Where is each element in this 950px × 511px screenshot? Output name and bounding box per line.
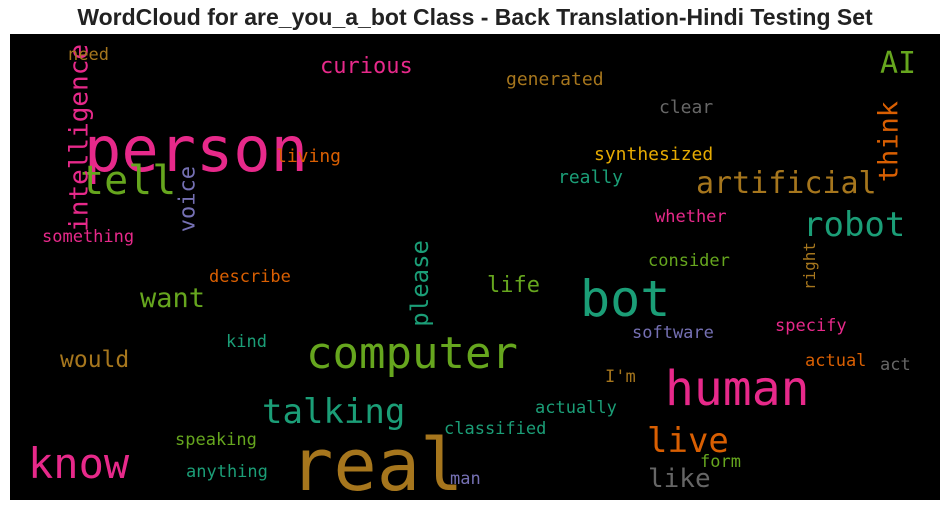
word-think: think	[873, 101, 904, 182]
word-right: right	[800, 242, 819, 290]
word-software: software	[632, 323, 714, 343]
word-describe: describe	[209, 267, 291, 287]
word-actually: actually	[535, 398, 617, 418]
word-whether: whether	[655, 207, 727, 227]
word-anything: anything	[186, 462, 268, 482]
word-want: want	[140, 283, 205, 314]
word-curious: curious	[320, 54, 413, 79]
wordcloud-svg: real person bot human computer know tell robot t…	[28, 44, 916, 500]
word-need: need	[68, 45, 109, 65]
word-synthesized: synthesized	[594, 144, 713, 165]
word-know: know	[28, 439, 130, 488]
word-man: man	[450, 469, 481, 489]
word-consider: consider	[648, 251, 730, 271]
word-please: please	[406, 240, 434, 327]
word-kind: kind	[226, 332, 267, 352]
word-voice: voice	[176, 166, 201, 232]
word-living: living	[276, 146, 341, 167]
word-really: really	[558, 167, 623, 188]
word-speaking: speaking	[175, 430, 257, 450]
word-life: life	[487, 273, 540, 298]
word-tell: tell	[80, 158, 176, 204]
word-live: live	[647, 421, 729, 461]
word-real: real	[290, 423, 463, 500]
word-form: form	[700, 452, 741, 472]
word-human: human	[665, 361, 810, 417]
word-actual: actual	[805, 351, 866, 371]
word-intelligence: intelligence	[65, 44, 95, 232]
word-talking: talking	[262, 392, 405, 432]
word-robot: robot	[803, 205, 905, 245]
word-person: person	[84, 113, 308, 186]
word-would: would	[60, 347, 129, 373]
word-generated: generated	[506, 69, 604, 90]
wordcloud-canvas: real person bot human computer know tell robot t…	[10, 34, 940, 500]
word-like: like	[648, 464, 711, 494]
word-computer: computer	[306, 328, 518, 379]
word-ai: AI	[880, 46, 916, 81]
word-something: something	[42, 227, 134, 247]
chart-title: WordCloud for are_you_a_bot Class - Back…	[77, 4, 873, 30]
word-specify: specify	[775, 316, 847, 336]
word-clear: clear	[659, 97, 713, 118]
word-i-m: I'm	[605, 367, 636, 387]
word-classified: classified	[444, 419, 546, 439]
word-act: act	[880, 355, 911, 375]
word-bot: bot	[580, 270, 670, 328]
word-artificial: artificial	[696, 166, 877, 201]
